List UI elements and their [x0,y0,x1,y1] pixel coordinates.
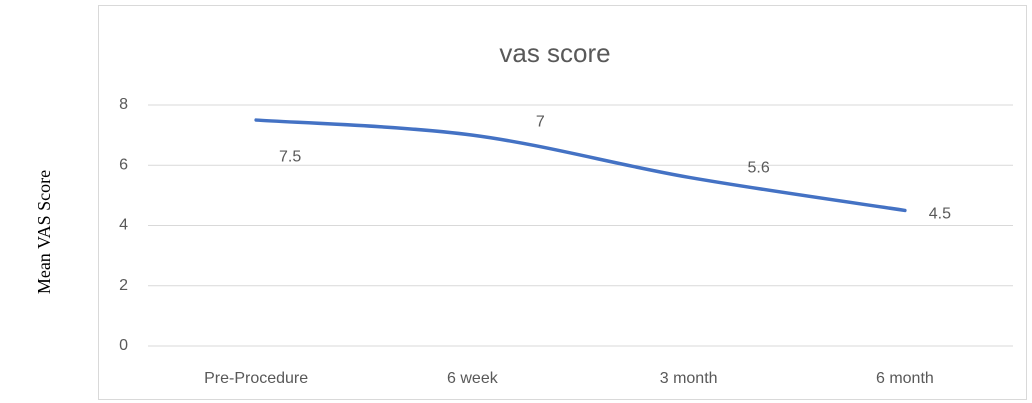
y-tick-label: 2 [119,277,128,294]
x-tick-label: 6 month [876,370,934,387]
y-tick-label: 4 [119,217,128,234]
data-label: 7 [536,113,545,130]
chart-title: vas score [499,38,610,68]
data-label: 4.5 [929,206,951,223]
data-label: 5.6 [748,160,770,177]
data-line [254,118,907,213]
x-tick-label: 6 week [447,370,499,387]
chart-frame [98,5,1027,400]
y-tick-label: 8 [119,96,128,113]
y-axis-label: Mean VAS Score [34,170,54,294]
y-tick-label: 6 [119,156,128,173]
x-tick-label: Pre-Procedure [204,370,308,387]
data-label: 7.5 [279,148,301,165]
y-tick-label: 0 [119,337,128,354]
x-tick-label: 3 month [660,370,718,387]
